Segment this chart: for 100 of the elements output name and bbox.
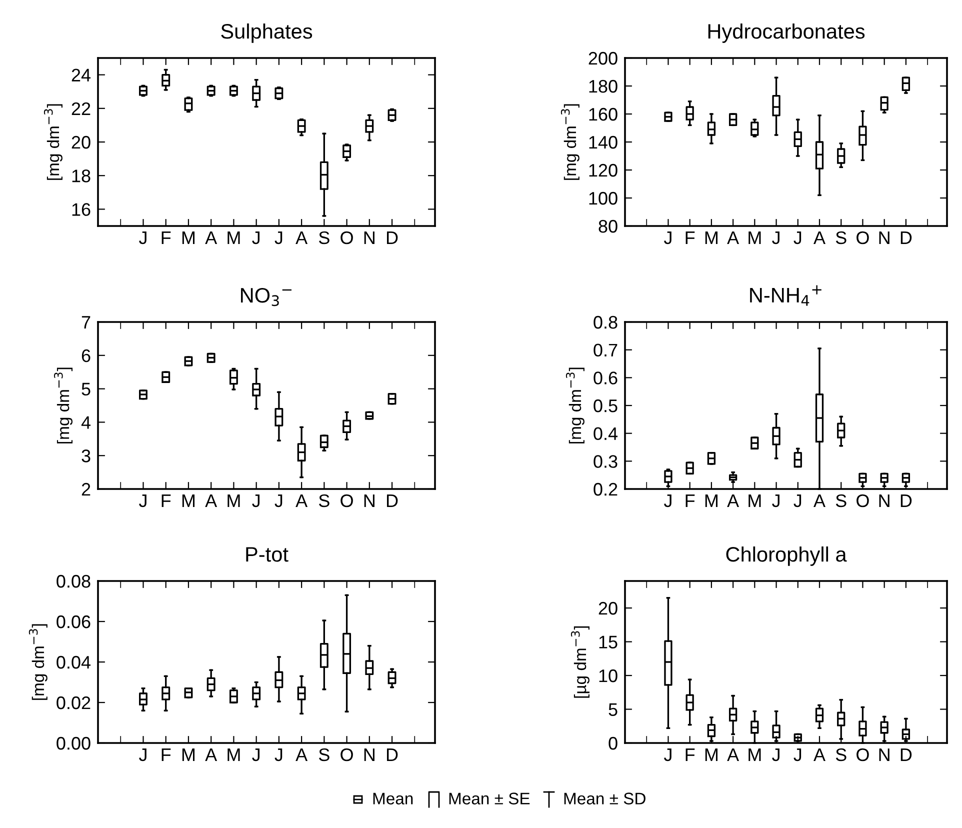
x-tick-label: D — [900, 748, 912, 761]
x-tick-label: D — [386, 232, 398, 244]
chart-title: Hydrocarbonates — [708, 23, 865, 43]
x-tick-label: J — [252, 494, 260, 508]
x-tick-label: M — [228, 748, 240, 761]
x-tick-label: O — [856, 494, 869, 508]
y-tick-label: 7 — [82, 316, 90, 329]
x-tick-label: O — [340, 748, 353, 762]
x-tick-label: N — [879, 748, 890, 761]
x-tick-label: D — [900, 232, 912, 244]
x-tick-label: J — [772, 494, 780, 508]
x-tick-label: J — [139, 232, 146, 244]
x-tick-label: J — [794, 748, 802, 762]
x-tick-label: N — [364, 748, 374, 761]
x-tick-label: O — [856, 748, 869, 762]
y-tick-label: 22 — [72, 102, 90, 115]
x-tick-label: M — [228, 494, 240, 507]
y-axis-title: [mg dm$^{−3}$] — [560, 104, 580, 180]
x-tick-label: N — [364, 494, 374, 507]
text: Mean — [373, 792, 413, 804]
y-tick-label: 80 — [598, 220, 618, 233]
x-tick-label: A — [727, 232, 740, 244]
x-tick-label: O — [340, 231, 353, 244]
chart-title: N-NH$_{4}$$^{+}$ — [750, 285, 822, 306]
y-tick-label: 0.02 — [56, 696, 90, 710]
x-tick-label: J — [794, 232, 802, 244]
y-tick-label: 3 — [82, 450, 90, 462]
x-tick-label: A — [296, 748, 308, 761]
x-tick-label: M — [182, 494, 195, 507]
y-tick-label: 2 — [82, 482, 90, 496]
chart-title: NO$_{3}$$^{−}$ — [241, 288, 292, 306]
y-tick-label: 0.08 — [56, 574, 90, 588]
x-tick-label: J — [274, 494, 282, 508]
x-tick-label: O — [340, 494, 353, 508]
y-tick-label: 0.7 — [594, 344, 618, 357]
y-axis-title: [mg dm$^{−3}$] — [566, 368, 584, 444]
y-tick-label: 5 — [82, 382, 90, 396]
x-tick-label: J — [664, 494, 672, 508]
y-tick-label: 0.4 — [594, 427, 618, 440]
x-tick-label: A — [727, 748, 740, 761]
x-tick-label: D — [386, 748, 398, 761]
x-tick-label: M — [182, 232, 195, 244]
text: Mean ± SD — [564, 792, 646, 804]
x-tick-label: J — [794, 494, 802, 508]
y-tick-label: 0.8 — [594, 316, 618, 329]
y-tick-label: 160 — [589, 108, 618, 121]
x-tick-label: A — [814, 494, 826, 507]
x-tick-label: A — [296, 494, 308, 507]
x-tick-label: N — [879, 232, 890, 244]
chart-title: Chlorophyll a — [726, 546, 847, 566]
y-tick-label: 16 — [72, 203, 90, 216]
text: Mean ± SE — [449, 792, 530, 804]
x-tick-label: M — [748, 232, 761, 244]
x-tick-label: F — [686, 494, 695, 507]
x-tick-label: M — [705, 494, 718, 507]
x-tick-label: M — [228, 232, 240, 244]
y-tick-label: 0 — [608, 736, 618, 750]
y-tick-label: 0.00 — [56, 736, 90, 750]
y-tick-label: 140 — [589, 136, 618, 149]
x-tick-label: F — [162, 748, 171, 761]
x-tick-label: A — [205, 494, 218, 507]
x-tick-label: M — [748, 494, 761, 507]
y-axis-title: [µg dm$^{−3}$] — [570, 626, 590, 698]
x-tick-label: J — [139, 494, 146, 508]
y-tick-label: 18 — [72, 170, 90, 182]
x-tick-label: S — [318, 748, 330, 762]
x-tick-label: M — [705, 748, 718, 761]
x-tick-label: F — [162, 494, 171, 507]
x-tick-label: F — [162, 232, 171, 244]
x-tick-label: D — [900, 494, 912, 507]
y-tick-label: 10 — [599, 669, 618, 682]
y-tick-label: 0.2 — [594, 482, 618, 496]
x-tick-label: F — [686, 232, 695, 244]
x-tick-label: A — [814, 232, 826, 244]
x-tick-label: M — [748, 748, 761, 761]
x-tick-label: J — [274, 232, 282, 244]
x-tick-label: J — [252, 748, 260, 762]
x-tick-label: N — [364, 232, 374, 244]
y-tick-label: 0.3 — [594, 455, 618, 468]
x-tick-label: J — [772, 232, 780, 244]
y-tick-label: 0.6 — [594, 372, 618, 384]
x-tick-label: J — [772, 748, 780, 762]
y-tick-label: 24 — [72, 68, 91, 82]
x-tick-label: J — [139, 748, 146, 762]
y-tick-label: 20 — [598, 602, 618, 615]
x-tick-label: J — [252, 232, 260, 244]
x-tick-label: A — [205, 232, 218, 244]
y-tick-label: 0.06 — [56, 615, 90, 628]
x-tick-label: D — [386, 494, 398, 507]
y-tick-label: 180 — [589, 80, 618, 93]
x-tick-label: A — [296, 232, 308, 244]
x-tick-label: N — [879, 494, 890, 507]
x-tick-label: A — [814, 748, 826, 761]
y-tick-label: 120 — [589, 164, 618, 177]
chart-title: Sulphates — [221, 23, 312, 43]
x-tick-label: A — [727, 494, 740, 507]
x-tick-label: S — [836, 231, 846, 244]
x-tick-label: O — [856, 231, 869, 244]
y-tick-label: 100 — [589, 192, 618, 205]
x-tick-label: F — [686, 748, 695, 761]
